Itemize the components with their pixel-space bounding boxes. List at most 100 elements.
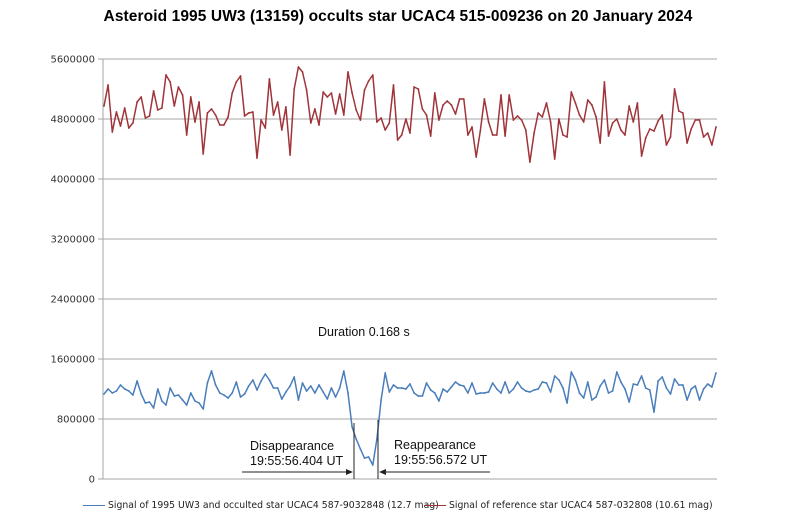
data-point-target <box>367 456 370 458</box>
data-point-target <box>359 448 362 450</box>
data-point-reference <box>194 121 196 123</box>
data-point-reference <box>433 92 436 94</box>
data-point-reference <box>185 134 188 136</box>
data-point-reference <box>301 71 304 73</box>
data-point-reference <box>657 120 659 122</box>
data-point-reference <box>342 114 345 116</box>
data-point-target <box>380 399 382 401</box>
data-point-target <box>500 392 502 394</box>
data-point-reference <box>669 136 672 138</box>
data-point-reference <box>314 108 316 110</box>
data-point-reference <box>247 112 250 114</box>
data-point-target <box>272 387 275 389</box>
data-point-target <box>214 384 217 386</box>
data-point-target <box>574 379 577 381</box>
data-point-target <box>252 379 254 381</box>
data-point-reference <box>438 119 440 121</box>
data-point-reference <box>615 118 618 120</box>
series-line-reference <box>103 66 717 163</box>
data-point-target <box>665 387 668 389</box>
data-point-target <box>351 426 353 428</box>
data-point-target <box>462 385 465 387</box>
data-point-target <box>425 382 428 384</box>
data-point-target <box>223 394 225 396</box>
data-point-reference <box>169 81 172 83</box>
data-point-reference <box>421 108 424 110</box>
data-point-target <box>520 387 523 389</box>
data-point-reference <box>591 104 593 106</box>
data-point-target <box>161 400 163 402</box>
data-point-reference <box>698 119 701 121</box>
data-point-target <box>363 457 366 459</box>
data-point-target <box>280 398 283 400</box>
y-tick-label: 4000000 <box>50 175 95 186</box>
data-point-reference <box>711 144 713 146</box>
data-point-reference <box>181 94 184 96</box>
data-point-reference <box>549 121 552 123</box>
data-point-reference <box>479 130 482 132</box>
data-point-reference <box>504 135 506 137</box>
data-point-reference <box>371 74 374 76</box>
data-point-reference <box>487 121 490 123</box>
y-tick-label: 3200000 <box>50 235 95 246</box>
data-point-target <box>276 387 279 389</box>
chart-title: Asteroid 1995 UW3 (13159) occults star U… <box>103 8 693 25</box>
data-point-reference <box>156 109 159 111</box>
data-point-reference <box>380 117 382 119</box>
data-point-target <box>107 388 109 390</box>
data-point-target <box>586 381 589 383</box>
data-point-reference <box>243 115 246 117</box>
data-point-reference <box>495 134 498 136</box>
data-point-reference <box>661 114 664 116</box>
data-point-target <box>595 396 597 398</box>
data-point-reference <box>429 135 432 137</box>
data-point-target <box>189 392 192 394</box>
data-point-reference <box>508 94 511 96</box>
data-point-reference <box>140 96 143 98</box>
data-point-target <box>504 381 506 383</box>
legend-swatch-target <box>83 505 105 506</box>
data-point-target <box>549 391 552 393</box>
y-tick-label: 5600000 <box>50 55 95 66</box>
data-point-target <box>173 395 176 397</box>
data-point-target <box>537 388 540 390</box>
data-point-reference <box>256 157 258 159</box>
data-point-reference <box>280 129 283 131</box>
data-point-target <box>545 382 548 384</box>
data-point-target <box>140 393 143 395</box>
data-point-reference <box>512 119 515 121</box>
data-point-reference <box>413 86 415 88</box>
data-point-reference <box>524 129 527 131</box>
data-point-reference <box>574 102 577 104</box>
data-point-target <box>355 438 358 440</box>
data-point-reference <box>599 142 602 144</box>
data-point-target <box>210 370 213 372</box>
data-point-target <box>293 376 296 378</box>
data-point-target <box>297 399 300 401</box>
data-point-target <box>330 387 333 389</box>
data-point-reference <box>260 119 262 121</box>
data-point-reference <box>334 113 337 115</box>
data-point-target <box>487 391 490 393</box>
data-point-reference <box>214 114 217 116</box>
data-point-target <box>185 404 188 406</box>
data-point-reference <box>558 118 560 120</box>
data-point-reference <box>491 134 494 136</box>
data-point-reference <box>239 75 242 77</box>
data-point-reference <box>119 125 122 127</box>
data-point-reference <box>632 121 635 123</box>
data-point-target <box>541 381 544 383</box>
data-point-reference <box>264 127 267 129</box>
data-point-reference <box>127 127 130 129</box>
data-point-reference <box>702 136 705 138</box>
data-point-reference <box>367 80 370 82</box>
data-point-reference <box>570 91 573 93</box>
legend-item-target: Signal of 1995 UW3 and occulted star UCA… <box>83 500 439 511</box>
data-point-target <box>471 382 473 384</box>
data-point-target <box>682 384 684 386</box>
data-point-reference <box>607 135 610 137</box>
data-point-reference <box>566 136 568 138</box>
data-point-target <box>318 384 320 386</box>
data-point-reference <box>541 116 544 118</box>
